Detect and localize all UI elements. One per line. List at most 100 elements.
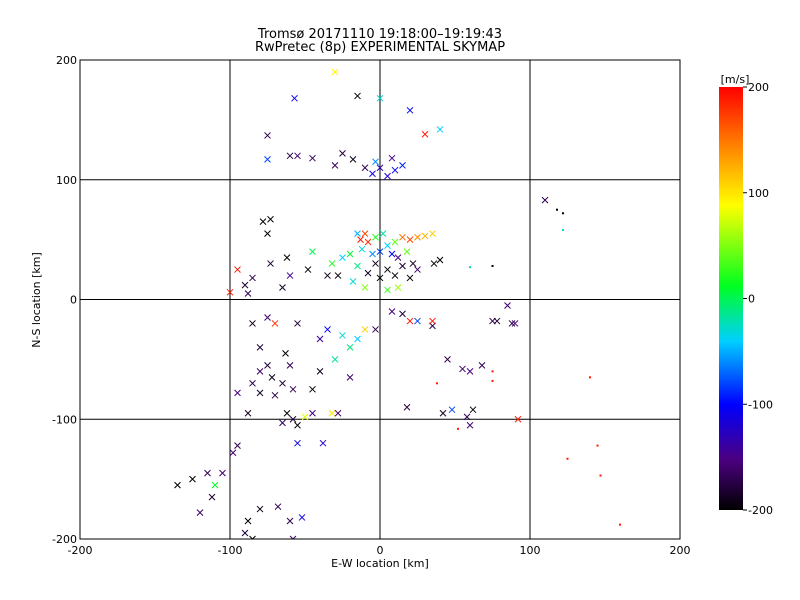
data-point-x [249, 535, 256, 539]
data-point-x [364, 269, 372, 277]
data-point-x [354, 335, 361, 343]
data-point-x [244, 517, 252, 525]
x-tick-label: 200 [670, 544, 691, 557]
data-point-x [331, 162, 339, 169]
data-point-x [372, 260, 379, 267]
data-point-x [394, 254, 402, 261]
data-point-x [244, 290, 252, 297]
data-point-x [294, 421, 301, 429]
data-point-dot [469, 266, 471, 269]
data-point-x [414, 233, 421, 241]
data-point-x [406, 236, 414, 243]
data-point-x [249, 320, 256, 327]
colorbar-tick-label: 200 [748, 81, 769, 94]
data-point-x [211, 481, 219, 489]
colorbar-tick-label: 100 [748, 187, 769, 200]
data-point-x [309, 385, 316, 393]
data-point-x [309, 154, 316, 162]
data-point-x [384, 286, 391, 294]
data-point-x [361, 230, 369, 237]
data-point-x [406, 106, 414, 114]
chart-subtitle: RwPretec (8p) EXPERIMENTAL SKYMAP [254, 40, 506, 55]
data-point-x [282, 350, 289, 357]
data-point-x [388, 308, 396, 315]
data-point-x [466, 367, 474, 375]
x-tick-label: -200 [68, 544, 93, 557]
data-point-x [357, 236, 364, 243]
data-point-x [291, 94, 298, 102]
data-point-x [388, 250, 396, 258]
data-point-x [361, 164, 369, 172]
colorbar-tick-label: 0 [748, 293, 755, 306]
data-point-x [294, 152, 301, 160]
y-tick-label: -200 [52, 533, 77, 546]
data-point-dot [566, 457, 569, 460]
data-point-x [256, 505, 264, 513]
data-point-x [264, 314, 271, 321]
colorbar-tick-label: -200 [748, 504, 773, 517]
data-point-x [289, 385, 297, 393]
data-point-x [309, 248, 316, 255]
y-tick-label: 0 [70, 294, 77, 307]
data-point-x [403, 248, 411, 255]
data-point-dot [562, 229, 564, 232]
data-point-x [429, 317, 436, 325]
data-point-x [409, 260, 417, 267]
data-point-x [244, 409, 252, 417]
data-point-dot [556, 208, 558, 211]
data-point-dot [619, 523, 621, 526]
data-point-dot [562, 212, 564, 215]
data-point-x [279, 419, 286, 427]
data-point-x [249, 274, 256, 282]
data-point-dot [589, 376, 591, 379]
data-point-x [226, 288, 234, 296]
y-axis-label: N-S location [km] [30, 252, 43, 348]
data-point-x [384, 172, 391, 180]
data-point-x [430, 260, 438, 267]
data-point-x [286, 272, 294, 279]
data-point-x [444, 356, 451, 363]
data-point-x [346, 373, 354, 381]
y-tick-label: 100 [56, 174, 77, 187]
data-point-x [267, 215, 274, 223]
data-point-x [204, 469, 211, 477]
data-point-dot [491, 379, 494, 382]
data-point-x [274, 503, 282, 511]
data-point-x [379, 230, 387, 237]
data-point-x [316, 367, 324, 375]
x-tick-label: -100 [218, 544, 243, 557]
data-point-x [283, 254, 291, 261]
data-point-x [358, 245, 366, 253]
data-point-x [324, 272, 331, 279]
data-point-x [361, 326, 369, 333]
data-point-x [264, 230, 271, 237]
x-axis-label: E-W location [km] [331, 557, 429, 570]
data-point-x [514, 415, 522, 423]
data-point-x [331, 356, 339, 363]
data-point-x [256, 367, 264, 375]
data-point-x [256, 344, 264, 351]
data-point-x [339, 332, 346, 339]
data-point-x [309, 409, 316, 417]
data-point-x [294, 439, 301, 447]
data-point-x [283, 409, 291, 417]
data-point-x [354, 230, 361, 237]
data-point-x [354, 92, 361, 100]
data-point-x [339, 150, 346, 157]
data-point-x [256, 389, 264, 397]
data-point-x [436, 256, 444, 264]
data-point-x [196, 509, 204, 517]
data-point-x [298, 514, 306, 521]
data-point-x [229, 449, 237, 457]
data-point-x [316, 335, 324, 343]
data-point-x [394, 284, 402, 291]
axis-ticks: -200 -100 0 100 200 -200 -100 0 100 200 [52, 54, 690, 557]
data-point-x [403, 403, 411, 411]
data-point-x [384, 266, 391, 273]
data-point-x [429, 322, 436, 330]
data-point-x [364, 238, 372, 246]
colorbar-gradient [719, 87, 743, 510]
data-point-x [361, 284, 369, 291]
colorbar-tick-label: -100 [748, 398, 773, 411]
